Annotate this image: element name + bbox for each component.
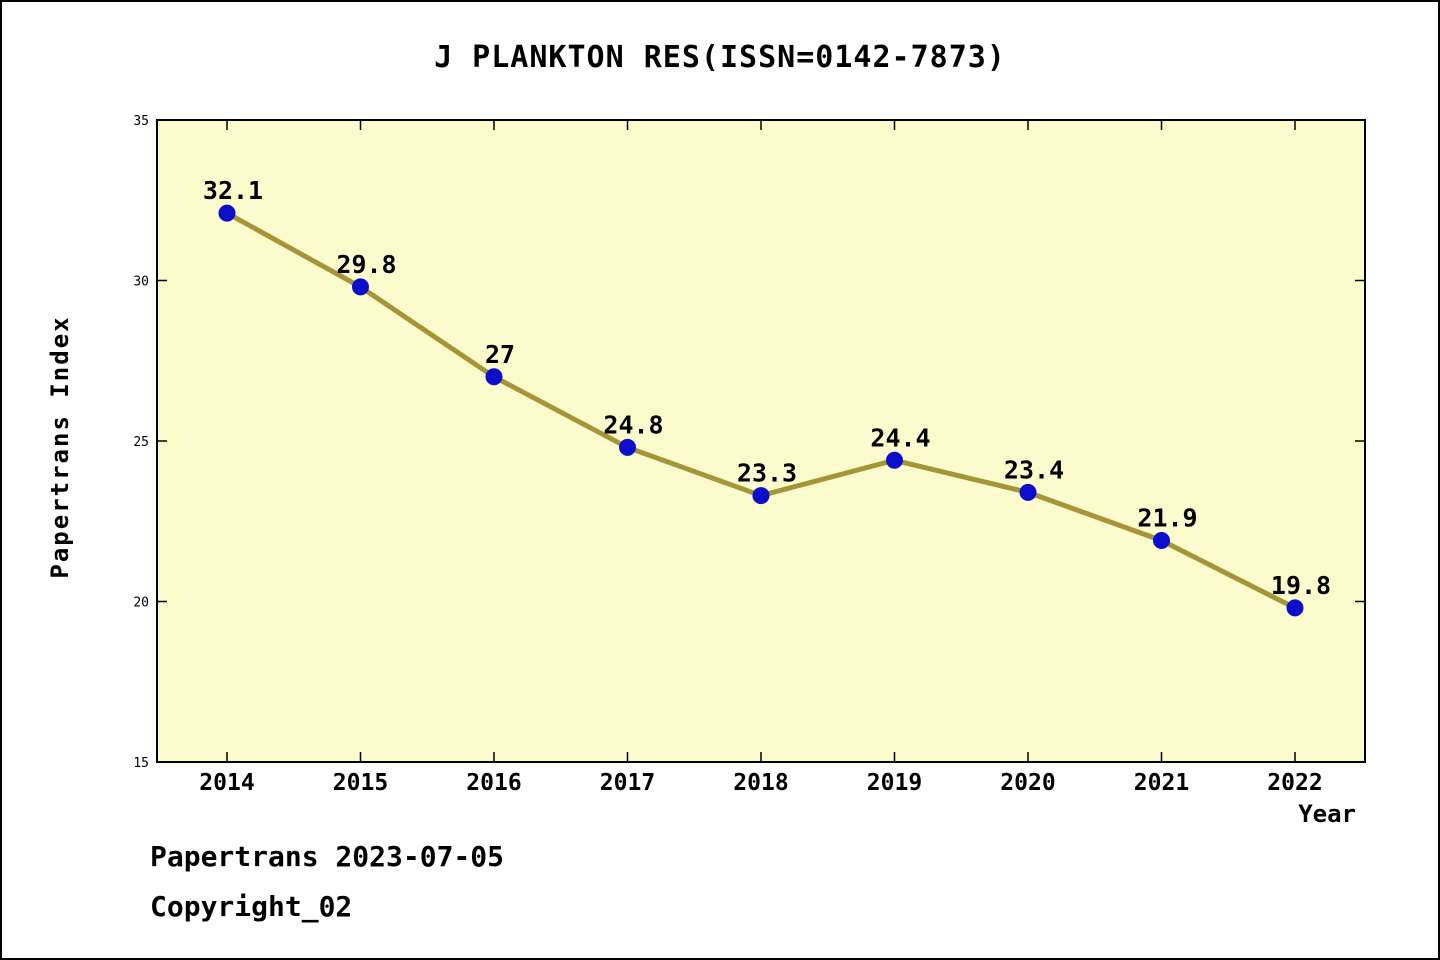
data-point-label: 23.4 [1004,455,1064,484]
x-tick-label: 2014 [199,770,254,796]
x-tick-label: 2016 [466,770,521,796]
y-tick-label: 20 [133,596,149,611]
data-point-label: 27 [485,340,515,369]
y-tick-label: 30 [133,275,149,290]
y-tick-label: 25 [133,435,149,450]
data-point [1286,599,1304,617]
data-point-label: 19.8 [1271,571,1331,600]
chart-title: J PLANKTON RES(ISSN=0142-7873) [434,40,1006,75]
x-tick-label: 2019 [867,770,922,796]
data-point [218,204,236,222]
data-point [1019,483,1037,501]
data-point [886,451,903,469]
data-point [1153,532,1170,550]
data-point-label: 24.8 [603,410,663,439]
data-point-label: 24.4 [870,423,930,452]
x-tick-label: 2022 [1267,770,1322,796]
footer-copyright: Copyright_02 [150,890,353,923]
data-point-label: 29.8 [336,250,396,279]
x-axis-label: Year [1298,800,1356,828]
data-point-label: 32.1 [203,176,263,205]
plot-area-background [157,120,1365,762]
y-tick-label: 35 [133,114,149,129]
data-point-label: 23.3 [737,459,797,488]
x-tick-label: 2018 [733,770,788,796]
y-tick-label: 15 [133,756,149,771]
x-tick-label: 2017 [600,770,655,796]
x-tick-label: 2015 [333,770,388,796]
data-point [352,278,369,296]
x-tick-label: 2021 [1134,770,1189,796]
x-tick-label: 2020 [1000,770,1055,796]
data-point [752,487,770,505]
data-point [485,368,503,386]
data-point-label: 21.9 [1137,504,1197,533]
footer-source-date: Papertrans 2023-07-05 [150,840,505,873]
data-point [619,438,636,456]
plot-border [156,119,1366,763]
